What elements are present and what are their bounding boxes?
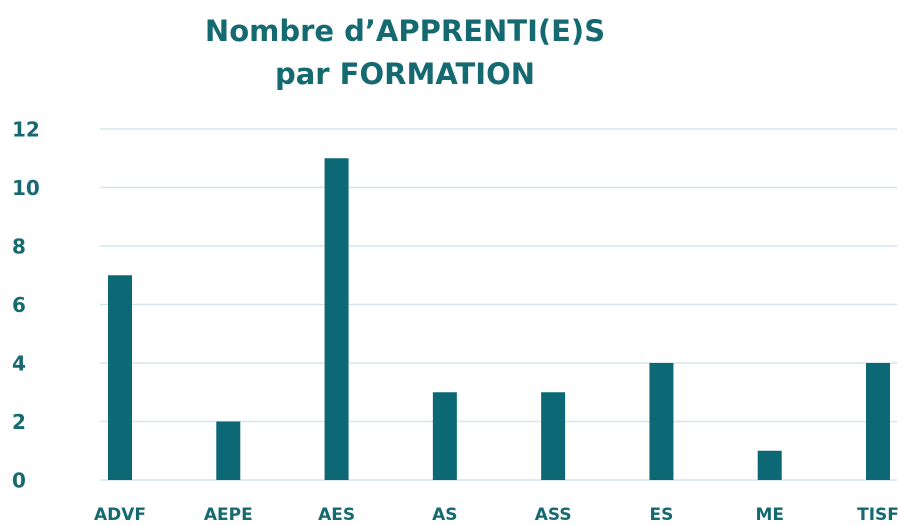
bar — [216, 421, 241, 480]
y-tick-label: 12 — [12, 118, 40, 142]
chart-title: par FORMATION — [275, 57, 535, 91]
x-tick-label: AES — [318, 505, 355, 525]
bar — [432, 392, 457, 480]
y-tick-label: 0 — [12, 469, 26, 493]
y-tick-label: 10 — [12, 176, 40, 200]
y-tick-label: 8 — [12, 235, 26, 259]
bar — [108, 275, 132, 480]
x-tick-label: ADVF — [94, 505, 146, 525]
y-tick-label: 6 — [12, 293, 26, 317]
bar — [866, 363, 890, 480]
x-tick-label: ASS — [535, 505, 572, 525]
x-tick-label: AS — [432, 505, 457, 525]
bar — [649, 363, 674, 480]
bar — [324, 158, 349, 480]
x-tick-label: TISF — [857, 505, 899, 525]
y-tick-label: 2 — [12, 410, 26, 434]
x-tick-label: ES — [649, 505, 673, 525]
bar — [541, 392, 566, 480]
x-tick-label: AEPE — [204, 505, 253, 525]
chart-title: Nombre d’APPRENTI(E)S — [205, 14, 605, 48]
x-tick-label: ME — [755, 505, 784, 525]
bar — [757, 450, 782, 480]
y-tick-label: 4 — [12, 352, 26, 376]
